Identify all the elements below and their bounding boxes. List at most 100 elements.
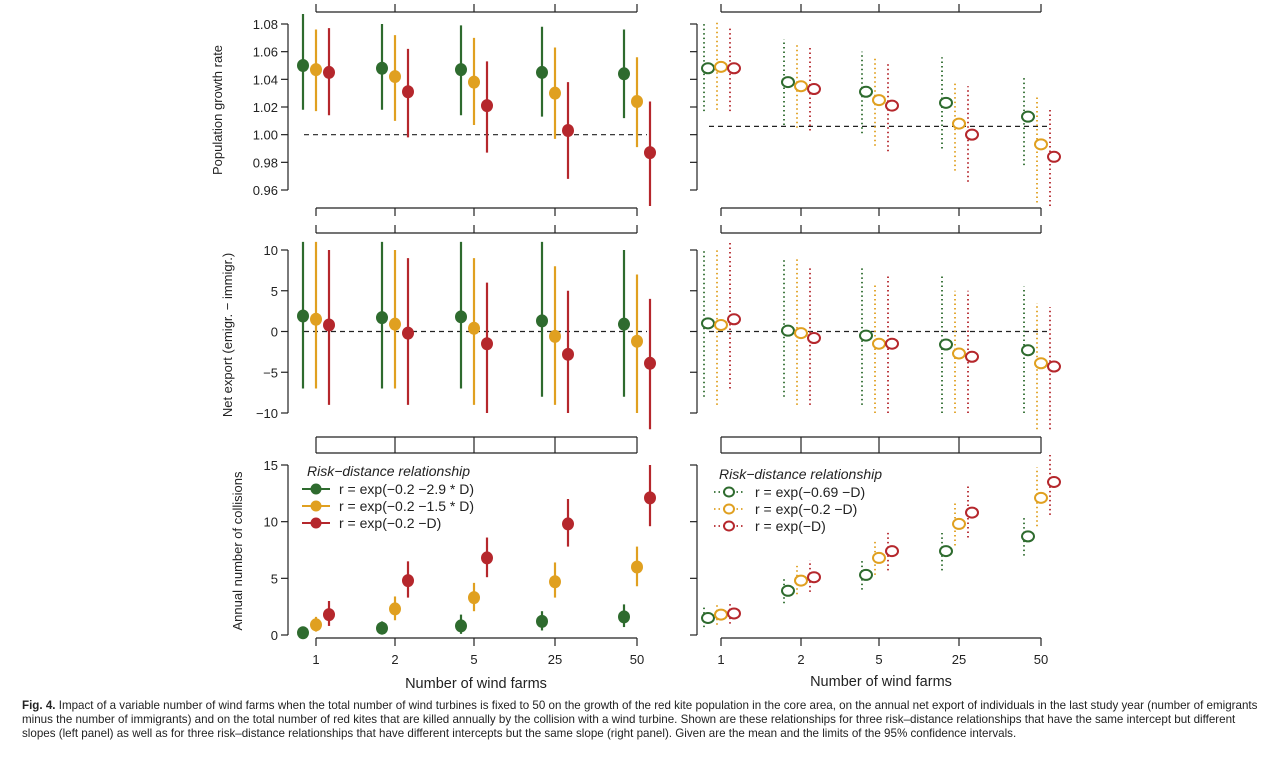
legend-right-marker [723, 503, 735, 515]
legend-right-title: Risk−distance relationship [719, 466, 882, 482]
mean-point [481, 337, 493, 351]
mean-point [455, 310, 467, 324]
y-tick-label: 1.00 [253, 128, 278, 143]
mean-point [562, 347, 574, 361]
mean-point [455, 63, 467, 77]
y-tick-label: 5 [271, 571, 278, 586]
mean-point [872, 551, 886, 564]
y-tick-label: 10 [264, 515, 278, 530]
x-tick-label: 25 [548, 652, 562, 667]
mean-point [549, 329, 561, 343]
mean-point [297, 309, 309, 323]
x-axis-title-right: Number of wind farms [810, 674, 952, 690]
mean-point [714, 60, 728, 73]
mean-point [794, 80, 808, 93]
mean-point [310, 312, 322, 326]
mean-point [727, 607, 741, 620]
mean-point [781, 324, 795, 337]
mean-point [1034, 357, 1048, 370]
mean-point [536, 65, 548, 79]
legend-left-label: r = exp(−0.2 −2.9 * D) [339, 481, 474, 497]
growth-y-axis-title: Population growth rate [210, 45, 225, 175]
mean-point [939, 545, 953, 558]
mean-point [807, 83, 821, 96]
mean-point [859, 568, 873, 581]
legend-right-label: r = exp(−D) [755, 518, 826, 534]
export-y-axis-title: Net export (emigr. − immigr.) [220, 253, 235, 417]
y-tick-label: −10 [256, 406, 278, 421]
mean-point [644, 356, 656, 370]
y-tick-label: 10 [264, 243, 278, 258]
mean-point [562, 124, 574, 138]
x-tick-label: 1 [717, 652, 724, 667]
mean-point [562, 517, 574, 531]
y-tick-label: 0 [271, 325, 278, 340]
mean-point [389, 70, 401, 84]
legend-right-label: r = exp(−0.2 −D) [755, 501, 857, 517]
mean-point [859, 85, 873, 98]
mean-point [618, 610, 630, 624]
mean-point [549, 575, 561, 589]
y-tick-label: 0.96 [253, 183, 278, 198]
mean-point [952, 347, 966, 360]
mean-point [536, 614, 548, 628]
mean-point [807, 571, 821, 584]
mean-point [310, 63, 322, 77]
legend-right-marker [723, 520, 735, 532]
mean-point [631, 560, 643, 574]
mean-point [807, 332, 821, 345]
mean-point [939, 96, 953, 109]
mean-point [389, 602, 401, 616]
mean-point [1034, 491, 1048, 504]
mean-point [701, 612, 715, 624]
mean-point [1021, 530, 1035, 543]
mean-point [402, 574, 414, 588]
mean-point [376, 311, 388, 325]
mean-point [952, 117, 966, 130]
x-tick-label: 50 [630, 652, 644, 667]
legend-right-marker [723, 486, 735, 498]
mean-point [323, 608, 335, 622]
mean-point [549, 86, 561, 100]
mean-point [468, 321, 480, 335]
mean-point [631, 94, 643, 108]
mean-point [1021, 110, 1035, 123]
x-tick-label: 5 [470, 652, 477, 667]
mean-point [965, 350, 979, 363]
legend-right-label: r = exp(−0.69 −D) [755, 484, 865, 500]
mean-point [402, 326, 414, 340]
mean-point [794, 574, 808, 587]
figure-chart: 0.96 0.98 1.00 1.02 1.04 1.06 1.08 Population g… [210, 4, 1061, 692]
caption-text: Impact of a variable number of wind farm… [22, 699, 1258, 740]
x-axis-title-left: Number of wind farms [405, 676, 547, 692]
mean-point [481, 551, 493, 565]
legend-left-label: r = exp(−0.2 −1.5 * D) [339, 498, 474, 514]
mean-point [885, 545, 899, 558]
mean-point [1047, 476, 1061, 488]
mean-point [468, 75, 480, 89]
mean-point [1021, 344, 1035, 357]
y-tick-label: −5 [263, 365, 278, 380]
x-tick-label: 50 [1034, 652, 1048, 667]
mean-point [468, 591, 480, 605]
mean-point [389, 317, 401, 331]
mean-point [536, 314, 548, 328]
mean-point [402, 85, 414, 99]
y-tick-label: 0 [271, 628, 278, 643]
mean-point [727, 62, 741, 75]
y-tick-label: 5 [271, 284, 278, 299]
mean-point [455, 619, 467, 633]
mean-point [618, 67, 630, 81]
mean-point [701, 317, 715, 330]
mean-point [885, 337, 899, 350]
mean-point [714, 318, 728, 331]
mean-point [323, 318, 335, 332]
mean-point [310, 618, 322, 632]
mean-point [376, 61, 388, 75]
mean-point [781, 584, 795, 597]
mean-point [939, 338, 953, 351]
mean-point [644, 146, 656, 160]
legend-left-title: Risk−distance relationship [307, 463, 470, 479]
mean-point [1047, 150, 1061, 163]
mean-point [701, 62, 715, 75]
